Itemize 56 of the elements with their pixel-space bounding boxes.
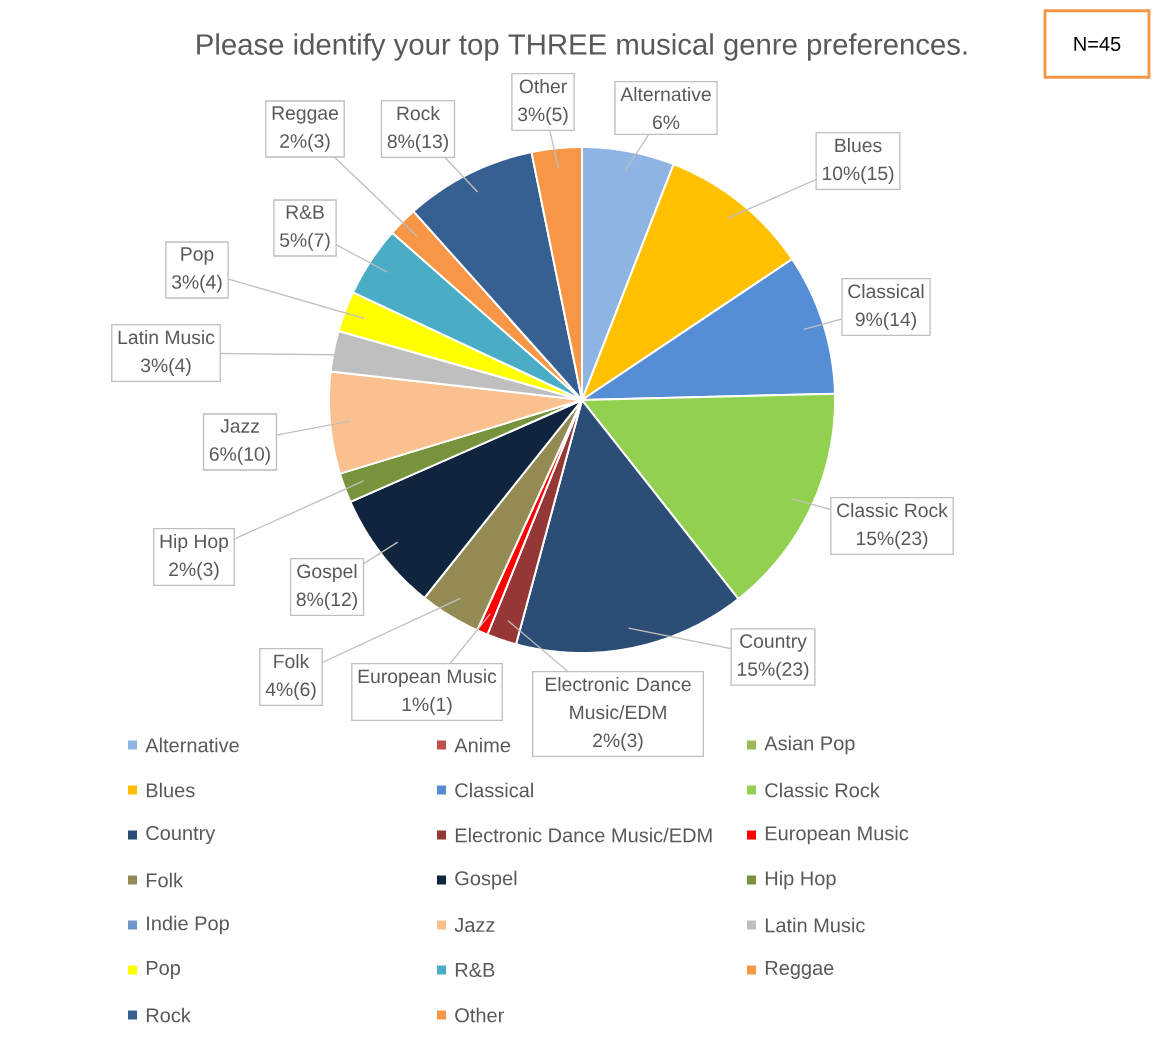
- data-label: 4%(6): [265, 682, 316, 701]
- data-label: 2%(3): [593, 733, 643, 752]
- slice-label: Rock: [397, 106, 441, 121]
- legend-label: European Music: [765, 825, 909, 845]
- legend-label: Classic Rock: [765, 782, 880, 798]
- legend-label: Latin Music: [765, 917, 865, 933]
- data-label: 8%(13): [387, 134, 448, 153]
- slice-label: Blues: [835, 138, 882, 153]
- legend-label: Classical: [455, 782, 533, 798]
- data-label: 3%(4): [140, 358, 191, 377]
- legend-label: Electronic Dance Music/EDM: [455, 827, 712, 843]
- legend-label: Folk: [146, 872, 184, 888]
- data-label: 2%(3): [280, 133, 330, 152]
- legend-label: Reggae: [765, 961, 834, 979]
- slice-label: Pop: [181, 247, 214, 265]
- legend-label: R&B: [455, 963, 495, 978]
- chart-title: Please identify your top THREE musical genre preferences.: [197, 33, 967, 61]
- slice-label: Other: [519, 79, 567, 94]
- legend-label: Jazz: [454, 918, 495, 932]
- data-label: 6%(10): [209, 446, 270, 465]
- data-label: 3%(4): [171, 274, 222, 293]
- data-label: 6%: [653, 115, 680, 130]
- slice-label: Electronic Dance Music/EDM: [545, 677, 691, 720]
- slice-label: Classical: [848, 284, 924, 299]
- data-label: 9%(14): [855, 312, 916, 331]
- legend-label: Blues: [146, 782, 195, 798]
- legend-label: Gospel: [455, 870, 517, 890]
- slice-label: Hip Hop: [160, 534, 229, 553]
- slice-label: European Music: [358, 669, 497, 688]
- data-label: 10%(15): [822, 166, 894, 185]
- legend-label: Indie Pop: [147, 915, 229, 935]
- slice-label: R&B: [286, 205, 324, 219]
- legend-label: Hip Hop: [765, 870, 836, 890]
- slice-label: Folk: [274, 654, 310, 669]
- legend-label: Country: [146, 825, 216, 845]
- slice-label: Classic Rock: [837, 503, 948, 518]
- data-label: 3%(5): [517, 107, 568, 126]
- slice-label: Country: [740, 634, 807, 652]
- legend-label: Alternative: [145, 737, 239, 753]
- slice-label: Alternative: [620, 86, 711, 102]
- slice-label: Reggae: [272, 106, 338, 124]
- slice-label: Gospel: [297, 564, 357, 583]
- data-label: 5%(7): [279, 232, 330, 251]
- data-label: 1%(1): [402, 697, 452, 716]
- text: N=45: [1074, 37, 1121, 51]
- legend-label: Asian Pop: [764, 735, 855, 755]
- data-label: 2%(3): [169, 562, 219, 581]
- data-label: 8%(12): [296, 592, 357, 611]
- data-label: 15%(23): [856, 531, 928, 550]
- slice-label: Jazz: [220, 419, 259, 433]
- legend-label: Other: [455, 1007, 504, 1023]
- legend-label: Anime: [454, 737, 511, 753]
- data-label: 15%(23): [737, 661, 809, 680]
- slice-label: Latin Music: [118, 330, 215, 345]
- legend-label: Pop: [146, 961, 181, 979]
- legend-label: Rock: [146, 1007, 191, 1023]
